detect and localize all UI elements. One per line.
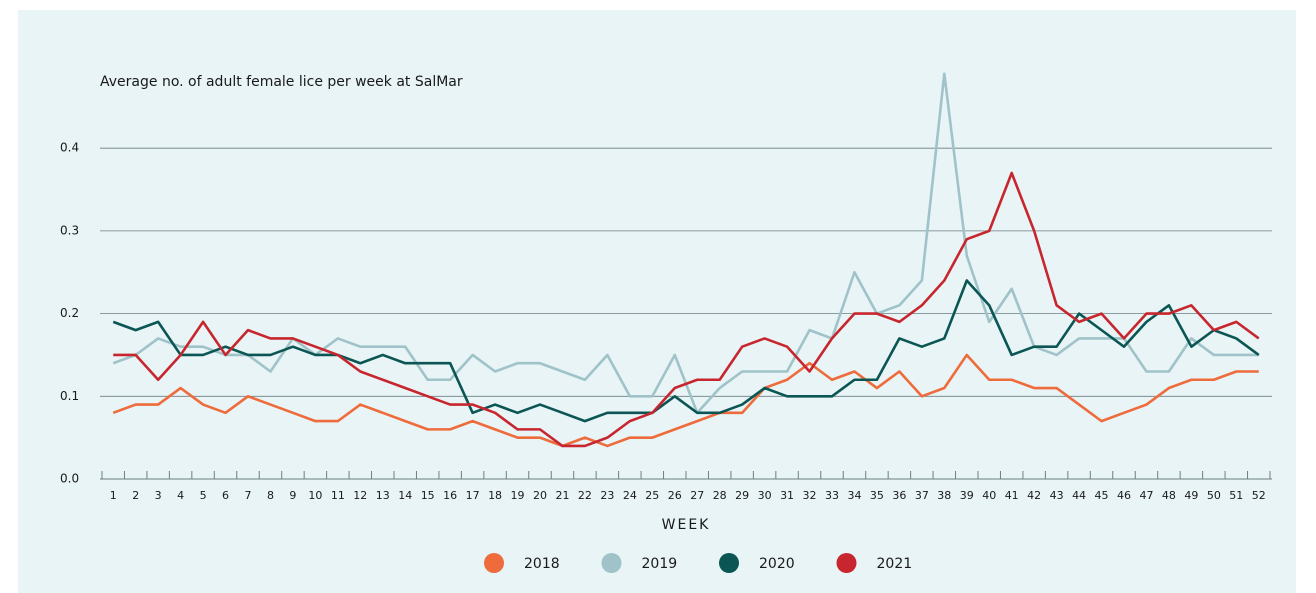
x-tick-label: 13 — [376, 489, 390, 502]
x-tick-label: 40 — [982, 489, 996, 502]
x-tick-label: 6 — [222, 489, 229, 502]
chart-title: Average no. of adult female lice per wee… — [100, 74, 463, 90]
x-tick-label: 10 — [308, 489, 322, 502]
legend-marker — [601, 553, 622, 573]
x-tick-label: 20 — [533, 489, 547, 502]
x-tick-label: 5 — [200, 489, 207, 502]
legend-marker — [719, 553, 739, 573]
x-tick-label: 12 — [353, 489, 367, 502]
legend-label: 2021 — [877, 556, 913, 572]
x-tick-label: 18 — [488, 489, 502, 502]
x-tick-label: 22 — [578, 489, 592, 502]
y-tick-label: 0.2 — [60, 306, 79, 320]
x-tick-label: 44 — [1072, 489, 1086, 502]
x-tick-label: 1 — [110, 489, 117, 502]
x-axis-label: WEEK — [662, 517, 711, 533]
x-tick-label: 23 — [600, 489, 614, 502]
x-tick-label: 2 — [132, 489, 139, 502]
x-tick-label: 32 — [803, 489, 817, 502]
x-tick-label: 11 — [331, 489, 345, 502]
x-tick-label: 3 — [155, 489, 162, 502]
x-tick-label: 34 — [847, 489, 861, 502]
x-tick-label: 30 — [758, 489, 772, 502]
legend-label: 2020 — [759, 556, 795, 572]
x-tick-label: 4 — [177, 489, 184, 502]
x-tick-label: 45 — [1095, 489, 1109, 502]
x-tick-label: 7 — [245, 489, 252, 502]
x-tick-label: 27 — [690, 489, 704, 502]
x-tick-label: 29 — [735, 489, 749, 502]
x-tick-label: 14 — [398, 489, 412, 502]
x-tick-label: 31 — [780, 489, 794, 502]
x-tick-label: 24 — [623, 489, 637, 502]
x-tick-label: 47 — [1139, 489, 1153, 502]
x-tick-label: 9 — [289, 489, 296, 502]
x-tick-label: 35 — [870, 489, 884, 502]
x-tick-label: 49 — [1184, 489, 1198, 502]
x-tick-label: 39 — [960, 489, 974, 502]
x-tick-label: 21 — [555, 489, 569, 502]
x-tick-label: 15 — [421, 489, 435, 502]
legend-label: 2019 — [642, 556, 678, 572]
x-tick-label: 28 — [713, 489, 727, 502]
y-tick-label: 0.1 — [60, 389, 79, 403]
x-tick-label: 41 — [1005, 489, 1019, 502]
x-tick-label: 25 — [645, 489, 659, 502]
legend-marker — [484, 553, 504, 573]
y-tick-label: 0.3 — [60, 223, 79, 237]
background — [18, 10, 1296, 593]
x-tick-label: 37 — [915, 489, 929, 502]
legend-marker — [836, 553, 857, 573]
x-tick-label: 51 — [1229, 489, 1243, 502]
x-tick-label: 43 — [1050, 489, 1064, 502]
series-line — [112, 353, 1259, 448]
x-tick-label: 42 — [1027, 489, 1041, 502]
x-tick-label: 8 — [267, 489, 274, 502]
x-tick-label: 38 — [937, 489, 951, 502]
series-line — [112, 279, 1260, 423]
legend-label: 2018 — [524, 556, 560, 572]
x-tick-label: 36 — [892, 489, 906, 502]
x-tick-label: 33 — [825, 489, 839, 502]
x-tick-label: 19 — [511, 489, 525, 502]
x-tick-label: 48 — [1162, 489, 1176, 502]
x-tick-label: 16 — [443, 489, 457, 502]
x-tick-label: 26 — [668, 489, 682, 502]
y-tick-label: 0.4 — [60, 141, 79, 155]
x-tick-label: 52 — [1252, 489, 1266, 502]
x-tick-label: 50 — [1207, 489, 1221, 502]
series-line — [113, 171, 1260, 448]
y-tick-label: 0.0 — [60, 472, 79, 486]
x-tick-label: 46 — [1117, 489, 1131, 502]
x-tick-label: 17 — [466, 489, 480, 502]
